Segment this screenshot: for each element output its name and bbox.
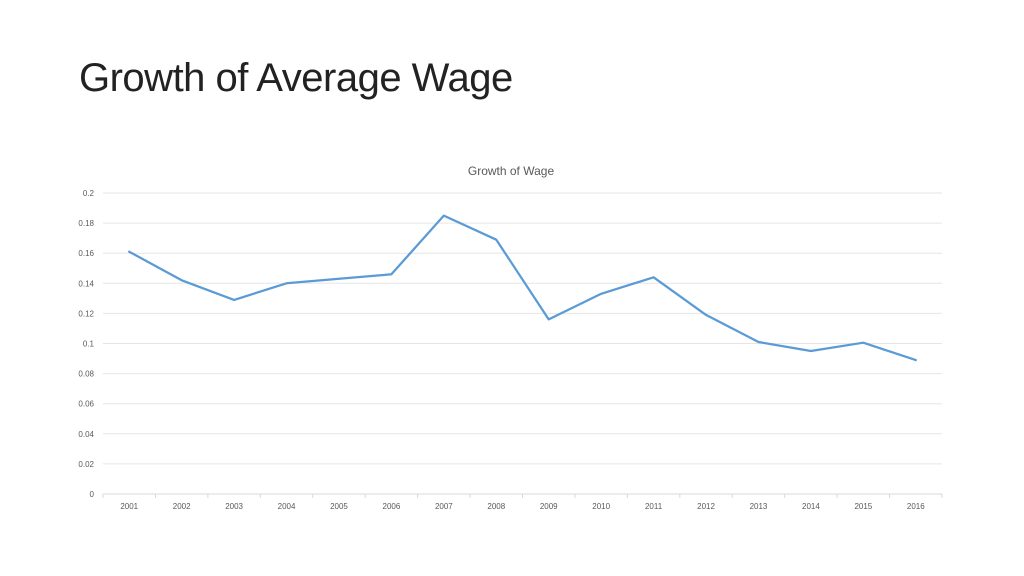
series-line [128,214,917,362]
x-tick-label: 2015 [854,502,872,511]
data-point [546,317,551,322]
slide-title: Growth of Average Wage [79,56,513,100]
data-point [861,340,866,345]
x-tick-label: 2010 [592,502,610,511]
y-tick-label: 0.14 [78,279,94,288]
data-point [441,213,446,218]
x-tick-label: 2002 [173,502,191,511]
data-point [599,291,604,296]
series-group [127,213,918,363]
y-tick-label: 0.12 [78,309,94,318]
data-point [179,278,184,283]
x-axis: 2001 2002 2003 2004 2005 2006 2007 2008 2009 2010… [102,494,943,511]
data-point [704,312,709,317]
data-point [336,276,341,281]
y-tick-label: 0.04 [78,430,94,439]
x-tick-label: 2007 [435,502,453,511]
x-tick-label: 2013 [750,502,768,511]
data-point [651,275,656,280]
y-axis-tick-labels: 0 0.02 0.04 0.06 0.08 0.1 0.12 0.14 0.16 0.18 0.2 [78,189,94,499]
y-tick-label: 0.02 [78,460,94,469]
gridlines [103,192,942,495]
y-tick-label: 0.06 [78,400,94,409]
y-tick-label: 0.16 [78,249,94,258]
data-point [756,339,761,344]
x-tick-label: 2016 [907,502,925,511]
x-tick-label: 2008 [487,502,505,511]
data-point [808,349,813,354]
chart-title: Growth of Wage [468,164,555,178]
data-point [284,281,289,286]
x-tick-label: 2003 [225,502,243,511]
y-tick-label: 0.18 [78,219,94,228]
data-point [389,272,394,277]
x-tick-label: 2001 [120,502,138,511]
x-tick-label: 2009 [540,502,558,511]
y-tick-label: 0.1 [83,340,95,349]
data-point [913,358,918,363]
y-tick-label: 0.2 [83,189,95,198]
y-tick-label: 0 [90,490,95,499]
data-point [232,297,237,302]
x-tick-label: 2004 [278,502,296,511]
y-tick-label: 0.08 [78,370,94,379]
x-tick-label: 2005 [330,502,348,511]
x-tick-label: 2012 [697,502,715,511]
data-point [494,237,499,242]
x-tick-label: 2011 [645,502,663,511]
data-point [127,249,132,254]
x-tick-label: 2014 [802,502,820,511]
x-tick-label: 2006 [383,502,401,511]
